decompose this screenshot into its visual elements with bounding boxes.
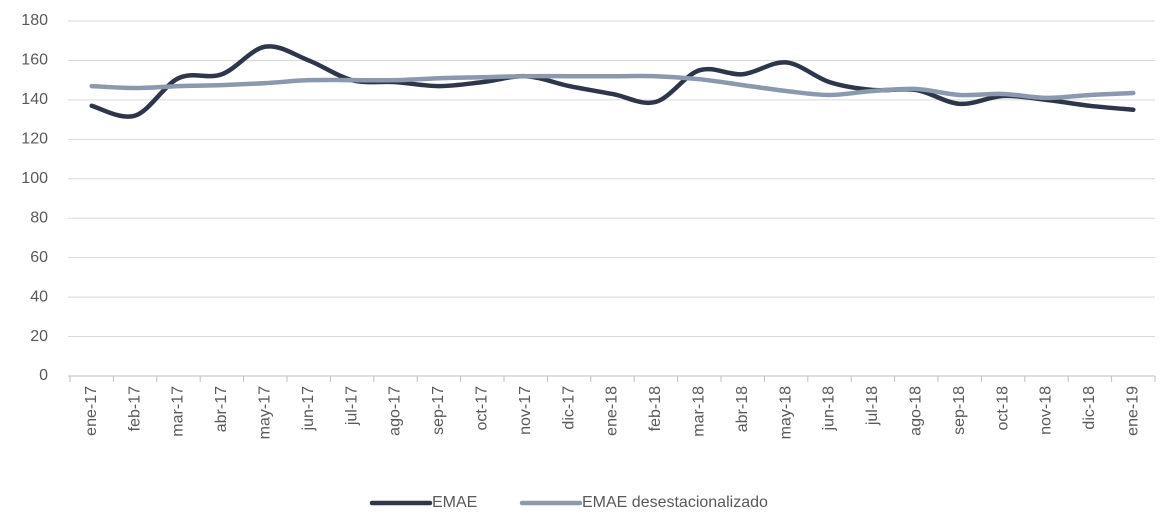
x-tick-label: mar-17 [170, 386, 187, 437]
x-tick-label: jun-18 [821, 386, 838, 432]
y-tick-label: 80 [30, 209, 48, 226]
x-tick-label: may-17 [257, 386, 274, 439]
x-tick-label: ene-19 [1125, 386, 1142, 436]
x-tick-label: jul-18 [864, 386, 881, 426]
x-tick-label: may-18 [777, 386, 794, 439]
x-tick-label: mar-18 [691, 386, 708, 437]
y-tick-label: 60 [30, 249, 48, 266]
x-tick-label: nov-17 [517, 386, 534, 435]
x-tick-label: feb-18 [647, 386, 664, 431]
y-tick-label: 180 [21, 12, 48, 29]
y-tick-label: 100 [21, 170, 48, 187]
y-tick-label: 160 [21, 52, 48, 69]
y-tick-label: 40 [30, 288, 48, 305]
legend-label: EMAE [432, 494, 477, 511]
legend-label: EMAE desestacionalizado [582, 494, 768, 511]
y-tick-label: 0 [39, 367, 48, 384]
y-tick-label: 20 [30, 328, 48, 345]
x-tick-label: ene-18 [604, 386, 621, 436]
x-tick-label: oct-17 [474, 386, 491, 431]
series-line [89, 73, 1136, 101]
x-tick-label: oct-18 [994, 386, 1011, 431]
x-tick-label: ago-17 [387, 386, 404, 436]
x-tick-label: jun-17 [300, 386, 317, 432]
x-tick-label: abr-17 [213, 386, 230, 432]
x-tick-label: dic-17 [560, 386, 577, 430]
x-tick-label: abr-18 [734, 386, 751, 432]
x-tick-label: dic-18 [1081, 386, 1098, 430]
x-tick-label: sep-18 [951, 386, 968, 435]
x-tick-label: nov-18 [1038, 386, 1055, 435]
x-tick-label: feb-17 [126, 386, 143, 431]
y-tick-label: 140 [21, 91, 48, 108]
y-tick-label: 120 [21, 131, 48, 148]
x-tick-label: jul-17 [343, 386, 360, 426]
x-tick-label: sep-17 [430, 386, 447, 435]
series-line [89, 44, 1136, 119]
x-tick-label: ago-18 [908, 386, 925, 436]
x-tick-label: ene-17 [83, 386, 100, 436]
